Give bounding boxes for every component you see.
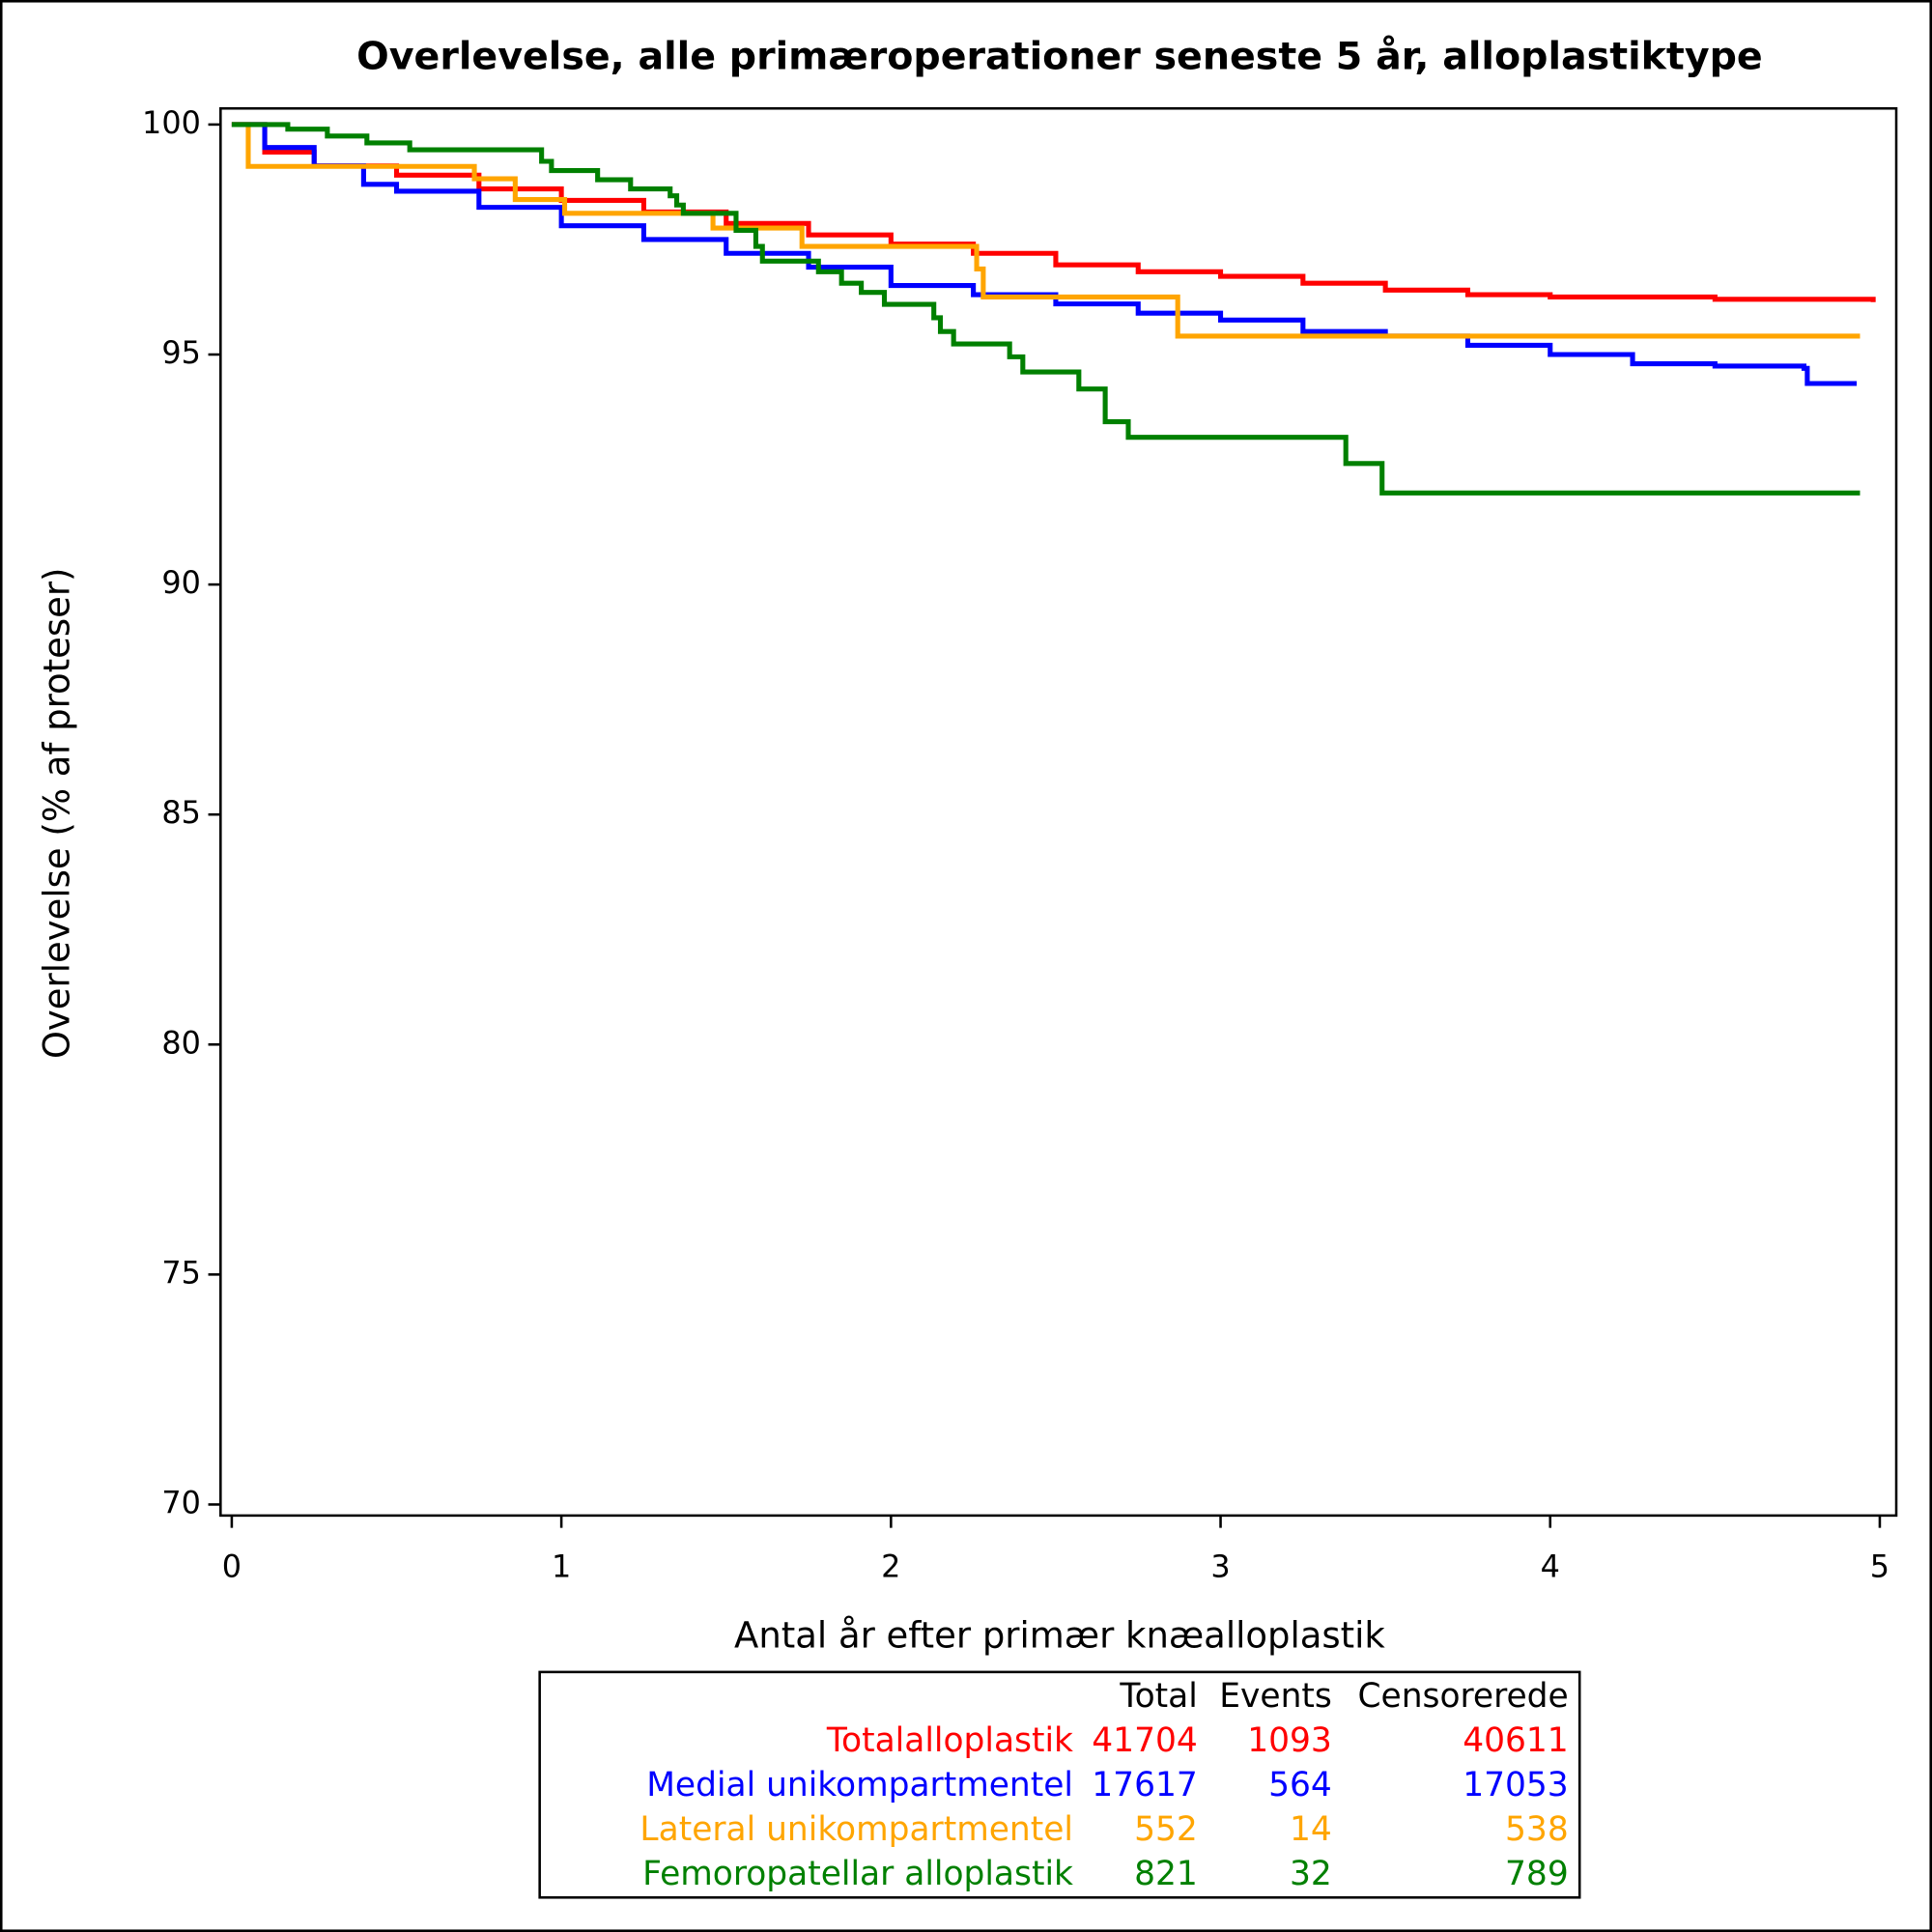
y-tick-label: 75 — [161, 1254, 201, 1291]
legend-name: Medial unikompartmentel — [646, 1766, 1073, 1804]
legend-censored: 17053 — [1463, 1766, 1569, 1804]
x-tick-label: 2 — [881, 1548, 900, 1585]
table-header: Censorerede — [1358, 1677, 1569, 1716]
legend-total: 41704 — [1092, 1721, 1198, 1760]
survival-curve — [231, 122, 1861, 339]
x-tick-label: 0 — [222, 1548, 242, 1585]
legend-name: Lateral unikompartmentel — [639, 1810, 1073, 1849]
legend-total: 552 — [1134, 1810, 1198, 1849]
legend-events: 14 — [1290, 1810, 1332, 1849]
legend-table-box — [538, 1670, 1581, 1899]
legend-events: 32 — [1290, 1855, 1332, 1893]
survival-curve — [231, 122, 1861, 496]
y-axis-label: Overlevelse (% af proteser) — [37, 568, 78, 1060]
x-tick-label: 1 — [552, 1548, 571, 1585]
table-header: Events — [1219, 1677, 1332, 1716]
y-tick-label: 90 — [161, 564, 201, 601]
y-tick-label: 100 — [142, 104, 201, 141]
y-tick-label: 85 — [161, 794, 201, 831]
legend-name: Femoropatellar alloplastik — [642, 1855, 1073, 1893]
legend-events: 1093 — [1247, 1721, 1332, 1760]
y-tick-label: 70 — [161, 1484, 201, 1520]
legend-events: 564 — [1268, 1766, 1332, 1804]
legend-name: Totalalloplastik — [826, 1721, 1073, 1760]
plot-frame — [219, 106, 1898, 1518]
x-tick-label: 3 — [1210, 1548, 1230, 1585]
table-header: Total — [1119, 1677, 1197, 1716]
legend-total: 821 — [1134, 1855, 1198, 1893]
legend-censored: 40611 — [1463, 1721, 1569, 1760]
x-tick-label: 5 — [1870, 1548, 1889, 1585]
x-axis-label: Antal år efter primær knæalloplastik — [734, 1615, 1385, 1657]
chart-title: Overlevelse, alle primæroperationer sene… — [356, 35, 1763, 79]
legend-censored: 789 — [1505, 1855, 1569, 1893]
legend-total: 17617 — [1092, 1766, 1198, 1804]
y-tick-label: 95 — [161, 334, 201, 371]
x-tick-label: 4 — [1541, 1548, 1560, 1585]
y-tick-label: 80 — [161, 1024, 201, 1061]
legend-censored: 538 — [1505, 1810, 1569, 1849]
